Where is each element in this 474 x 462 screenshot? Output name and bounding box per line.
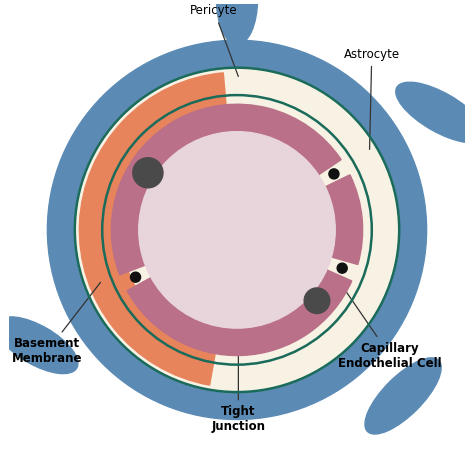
Circle shape (139, 132, 335, 328)
Ellipse shape (396, 82, 474, 143)
Circle shape (304, 288, 330, 314)
Circle shape (75, 67, 399, 392)
Circle shape (130, 272, 141, 282)
Text: Pericyte: Pericyte (191, 5, 238, 77)
Text: Astrocyte: Astrocyte (344, 48, 400, 149)
Ellipse shape (0, 317, 78, 374)
Ellipse shape (217, 0, 257, 45)
Wedge shape (111, 104, 341, 275)
Wedge shape (325, 175, 363, 265)
Circle shape (133, 158, 163, 188)
Wedge shape (79, 73, 227, 385)
Text: Basement
Membrane: Basement Membrane (12, 282, 100, 365)
Ellipse shape (365, 358, 441, 434)
Text: Capillary
Endothelial Cell: Capillary Endothelial Cell (338, 285, 442, 370)
Circle shape (329, 169, 339, 179)
Circle shape (337, 263, 347, 273)
Text: Tight
Junction: Tight Junction (211, 346, 265, 433)
Circle shape (47, 40, 427, 419)
Wedge shape (127, 270, 352, 356)
